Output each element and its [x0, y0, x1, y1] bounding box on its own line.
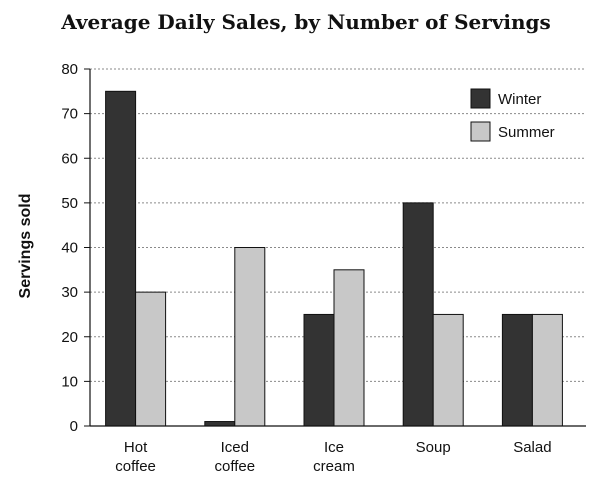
y-tick-label: 80	[61, 61, 78, 78]
x-tick-label: Salad	[513, 439, 551, 456]
bar-winter-2	[304, 314, 334, 426]
bar-winter-0	[106, 91, 136, 426]
y-tick-label: 60	[61, 150, 78, 167]
bar-winter-4	[502, 314, 532, 426]
x-tick-label: Hot coffee	[115, 439, 156, 475]
y-tick-label: 70	[61, 106, 78, 123]
legend-label-winter: Winter	[498, 91, 541, 108]
x-tick-label-line: Ice	[324, 439, 344, 456]
chart-title: Average Daily Sales, by Number of Servin…	[60, 10, 551, 34]
x-tick-label: Ice cream	[313, 439, 355, 475]
x-tick-label-line: Iced	[221, 439, 249, 456]
bars	[106, 91, 563, 426]
y-tick-label: 0	[70, 418, 78, 435]
legend: Winter Summer	[471, 89, 555, 141]
bar-summer-1	[235, 248, 265, 427]
y-axis-label: Servings sold	[17, 194, 34, 299]
bar-summer-4	[532, 314, 562, 426]
bar-winter-3	[403, 203, 433, 426]
legend-label-summer: Summer	[498, 124, 555, 141]
legend-swatch-winter	[471, 89, 490, 108]
x-tick-label-line: coffee	[215, 458, 256, 475]
x-tick-label-line: Soup	[416, 439, 451, 456]
y-tick-label: 40	[61, 240, 78, 257]
x-tick-label: Soup	[416, 439, 451, 456]
x-tick-label-line: coffee	[115, 458, 156, 475]
x-tick-label-line: Hot	[124, 439, 148, 456]
bar-winter-1	[205, 422, 235, 426]
bar-summer-3	[433, 314, 463, 426]
y-tick-label: 10	[61, 373, 78, 390]
x-tick-label-line: cream	[313, 458, 355, 475]
y-tick-label: 50	[61, 195, 78, 212]
bar-summer-0	[136, 292, 166, 426]
x-tick-label-line: Salad	[513, 439, 551, 456]
y-tick-label: 20	[61, 329, 78, 346]
y-tick-label: 30	[61, 284, 78, 301]
bar-summer-2	[334, 270, 364, 426]
legend-swatch-summer	[471, 122, 490, 141]
x-tick-label: Iced coffee	[215, 439, 256, 475]
